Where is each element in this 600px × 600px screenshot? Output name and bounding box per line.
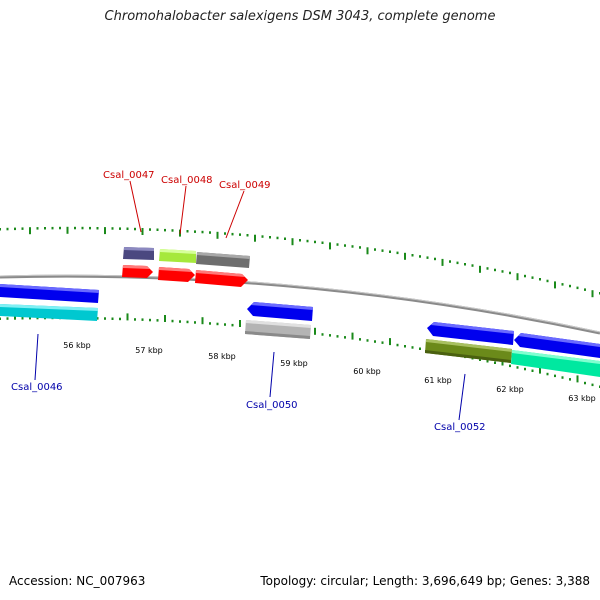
gene-arrow-right-1[interactable] bbox=[427, 322, 514, 345]
gene-feature-csal-0050-gray[interactable] bbox=[245, 320, 311, 339]
gene-label-csal-0052[interactable]: Csal_0052 bbox=[434, 422, 486, 433]
leader-line-csal-0050 bbox=[269, 351, 275, 398]
gene-feature-csal-0046-blue[interactable] bbox=[0, 284, 99, 303]
gene-arrow-csal-0049[interactable] bbox=[195, 270, 248, 287]
gene-label-csal-0046[interactable]: Csal_0046 bbox=[11, 382, 63, 393]
scale-label-63kbp: 63 kbp bbox=[568, 394, 596, 403]
gene-arrow-csal-0050[interactable] bbox=[247, 302, 313, 321]
leader-line-csal-0047 bbox=[129, 180, 142, 233]
genome-summary-text: Topology: circular; Length: 3,696,649 bp… bbox=[260, 574, 590, 588]
scale-label-57kbp: 57 kbp bbox=[135, 346, 163, 355]
map-title: Chromohalobacter salexigens DSM 3043, co… bbox=[104, 9, 496, 24]
accession-text: Accession: NC_007963 bbox=[9, 574, 146, 588]
genome-backbone bbox=[0, 274, 600, 335]
gene-arrow-right-2[interactable] bbox=[514, 333, 600, 358]
scale-label-61kbp: 61 kbp bbox=[424, 376, 452, 385]
outer-tick-scale bbox=[0, 226, 600, 298]
gene-feature-right-teal[interactable] bbox=[511, 350, 600, 377]
gene-feature-csal-0048-upper[interactable] bbox=[159, 249, 196, 263]
leader-line-csal-0046 bbox=[34, 333, 39, 381]
scale-label-60kbp: 60 kbp bbox=[353, 367, 381, 376]
gene-arrow-csal-0047[interactable] bbox=[122, 265, 153, 278]
gene-label-csal-0050[interactable]: Csal_0050 bbox=[246, 400, 298, 411]
gene-feature-csal-0047-upper[interactable] bbox=[123, 247, 154, 260]
gene-feature-csal-0046-cyan[interactable] bbox=[0, 304, 98, 321]
scale-label-58kbp: 58 kbp bbox=[208, 352, 236, 361]
gene-arrow-csal-0048[interactable] bbox=[158, 267, 195, 282]
scale-label-59kbp: 59 kbp bbox=[280, 359, 308, 368]
gene-label-csal-0049[interactable]: Csal_0049 bbox=[219, 180, 271, 191]
scale-label-56kbp: 56 kbp bbox=[63, 341, 91, 350]
scale-label-62kbp: 62 kbp bbox=[496, 385, 524, 394]
gene-label-csal-0048[interactable]: Csal_0048 bbox=[161, 175, 213, 186]
gene-feature-csal-0049-upper[interactable] bbox=[196, 252, 250, 268]
leader-line-csal-0049 bbox=[225, 190, 245, 239]
leader-line-csal-0052 bbox=[458, 373, 466, 421]
gene-label-csal-0047[interactable]: Csal_0047 bbox=[103, 170, 155, 181]
leader-line-csal-0048 bbox=[179, 185, 187, 235]
gene-feature-csal-0052-olive[interactable] bbox=[425, 339, 512, 363]
